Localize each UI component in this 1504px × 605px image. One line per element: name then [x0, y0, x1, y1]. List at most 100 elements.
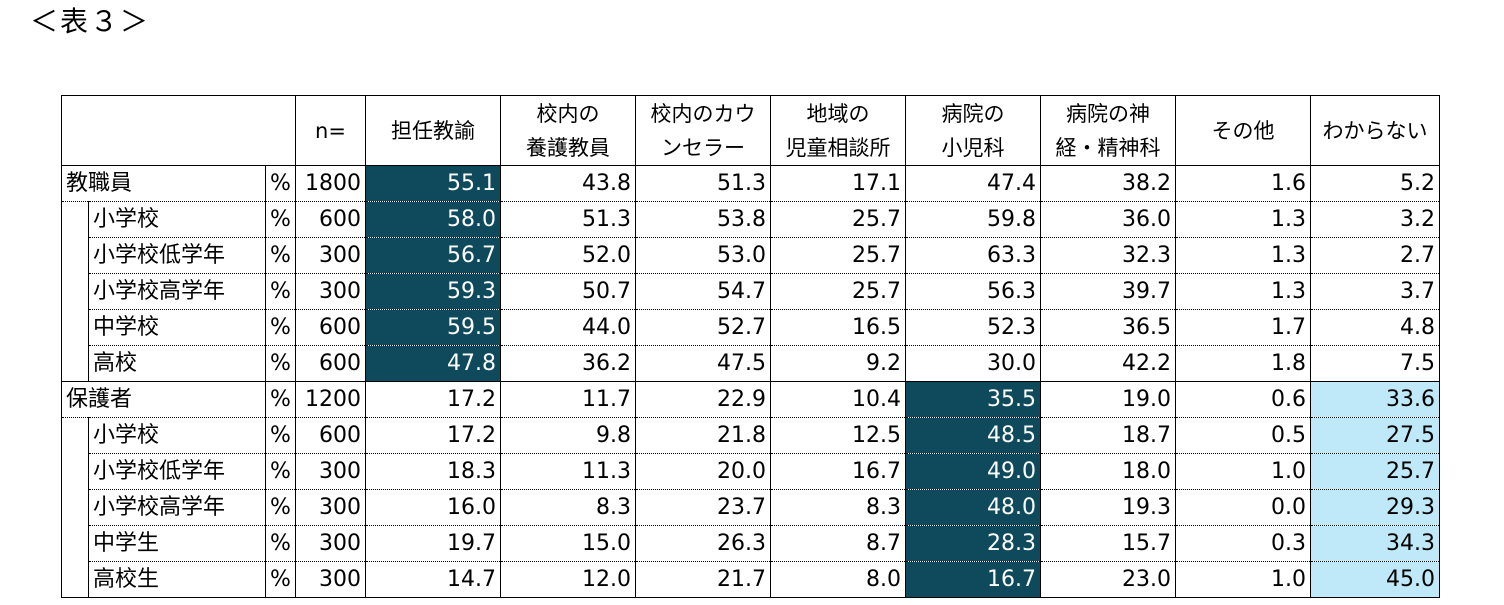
- value-cell: 49.0: [905, 453, 1041, 490]
- value-cell: 59.3: [365, 273, 501, 310]
- value-cell: 1.0: [1175, 453, 1311, 490]
- indent-cell: [61, 309, 89, 346]
- sample-size: 300: [295, 525, 366, 562]
- value-cell: 48.0: [905, 489, 1041, 526]
- value-cell: 32.3: [1040, 237, 1176, 274]
- indent-cell: [61, 489, 89, 526]
- indent-cell: [61, 525, 89, 562]
- row-label: 小学校高学年: [88, 489, 266, 526]
- header-col-2: 校内のカウ ンセラー: [635, 95, 771, 166]
- value-cell: 0.0: [1175, 489, 1311, 526]
- value-cell: 26.3: [635, 525, 771, 562]
- value-cell: 48.5: [905, 417, 1041, 454]
- table-row: 小学校高学年% 300 59.3 50.7 54.7 25.7 56.3 39.7 1.3 3.7: [61, 273, 1440, 310]
- percent-unit: %: [265, 561, 296, 598]
- row-label: 中学生: [88, 525, 266, 562]
- value-cell: 25.7: [770, 201, 906, 238]
- value-cell: 1.3: [1175, 237, 1311, 274]
- value-cell: 51.3: [500, 201, 636, 238]
- value-cell: 36.0: [1040, 201, 1176, 238]
- value-cell: 8.0: [770, 561, 906, 598]
- value-cell: 21.8: [635, 417, 771, 454]
- value-cell: 0.5: [1175, 417, 1311, 454]
- row-label: 中学校: [88, 309, 266, 346]
- percent-unit: %: [265, 489, 296, 526]
- value-cell: 18.7: [1040, 417, 1176, 454]
- value-cell: 52.7: [635, 309, 771, 346]
- value-cell: 39.7: [1040, 273, 1176, 310]
- value-cell: 63.3: [905, 237, 1041, 274]
- value-cell: 17.2: [365, 381, 501, 418]
- header-col-6: その他: [1175, 95, 1311, 166]
- percent-unit: %: [265, 345, 296, 382]
- value-cell: 1.8: [1175, 345, 1311, 382]
- sample-size: 300: [295, 453, 366, 490]
- value-cell: 42.2: [1040, 345, 1176, 382]
- value-cell: 8.3: [500, 489, 636, 526]
- sample-size: 600: [295, 345, 366, 382]
- header-col-4: 病院の 小児科: [905, 95, 1041, 166]
- value-cell: 22.9: [635, 381, 771, 418]
- value-cell: 10.4: [770, 381, 906, 418]
- indent-cell: [61, 201, 89, 238]
- value-cell: 18.0: [1040, 453, 1176, 490]
- percent-unit: %: [265, 381, 296, 418]
- percent-unit: %: [265, 417, 296, 454]
- sample-size: 600: [295, 417, 366, 454]
- value-cell: 44.0: [500, 309, 636, 346]
- value-cell: 8.3: [770, 489, 906, 526]
- value-cell: 27.5: [1310, 417, 1440, 454]
- value-cell: 0.6: [1175, 381, 1311, 418]
- percent-unit: %: [265, 237, 296, 274]
- value-cell: 19.0: [1040, 381, 1176, 418]
- value-cell: 7.5: [1310, 345, 1440, 382]
- value-cell: 16.7: [905, 561, 1041, 598]
- value-cell: 45.0: [1310, 561, 1440, 598]
- indent-cell: [61, 273, 89, 310]
- row-label: 小学校: [88, 417, 266, 454]
- value-cell: 36.5: [1040, 309, 1176, 346]
- percent-unit: %: [265, 453, 296, 490]
- group-label: 教職員: [61, 165, 266, 202]
- value-cell: 54.7: [635, 273, 771, 310]
- percent-unit: %: [265, 165, 296, 202]
- indent-cell: [61, 561, 89, 598]
- value-cell: 18.3: [365, 453, 501, 490]
- value-cell: 1.6: [1175, 165, 1311, 202]
- value-cell: 38.2: [1040, 165, 1176, 202]
- row-label: 小学校低学年: [88, 237, 266, 274]
- value-cell: 3.7: [1310, 273, 1440, 310]
- row-label: 小学校: [88, 201, 266, 238]
- percent-unit: %: [265, 201, 296, 238]
- value-cell: 25.7: [770, 237, 906, 274]
- value-cell: 47.5: [635, 345, 771, 382]
- value-cell: 17.1: [770, 165, 906, 202]
- table-row: 小学校低学年% 300 56.7 52.0 53.0 25.7 63.3 32.3 1.3 2.7: [61, 237, 1440, 274]
- value-cell: 19.3: [1040, 489, 1176, 526]
- indent-cell: [61, 417, 89, 454]
- value-cell: 14.7: [365, 561, 501, 598]
- value-cell: 55.1: [365, 165, 501, 202]
- value-cell: 23.7: [635, 489, 771, 526]
- value-cell: 25.7: [770, 273, 906, 310]
- table-row: 小学校% 600 17.2 9.8 21.8 12.5 48.5 18.7 0.5 27.5: [61, 417, 1440, 454]
- value-cell: 9.8: [500, 417, 636, 454]
- value-cell: 52.0: [500, 237, 636, 274]
- value-cell: 53.0: [635, 237, 771, 274]
- value-cell: 9.2: [770, 345, 906, 382]
- value-cell: 2.7: [1310, 237, 1440, 274]
- sample-size: 300: [295, 489, 366, 526]
- value-cell: 23.0: [1040, 561, 1176, 598]
- row-label: 高校生: [88, 561, 266, 598]
- value-cell: 35.5: [905, 381, 1041, 418]
- value-cell: 59.5: [365, 309, 501, 346]
- value-cell: 34.3: [1310, 525, 1440, 562]
- header-row: n= 担任教諭 校内の 養護教員 校内のカウ ンセラー 地域の 児童相談所 病院の 小児…: [61, 95, 1440, 166]
- value-cell: 4.8: [1310, 309, 1440, 346]
- value-cell: 1.3: [1175, 273, 1311, 310]
- table-row: 高校% 600 47.8 36.2 47.5 9.2 30.0 42.2 1.8 7.5: [61, 345, 1440, 382]
- header-col-1: 校内の 養護教員: [500, 95, 636, 166]
- value-cell: 51.3: [635, 165, 771, 202]
- value-cell: 5.2: [1310, 165, 1440, 202]
- indent-cell: [61, 237, 89, 274]
